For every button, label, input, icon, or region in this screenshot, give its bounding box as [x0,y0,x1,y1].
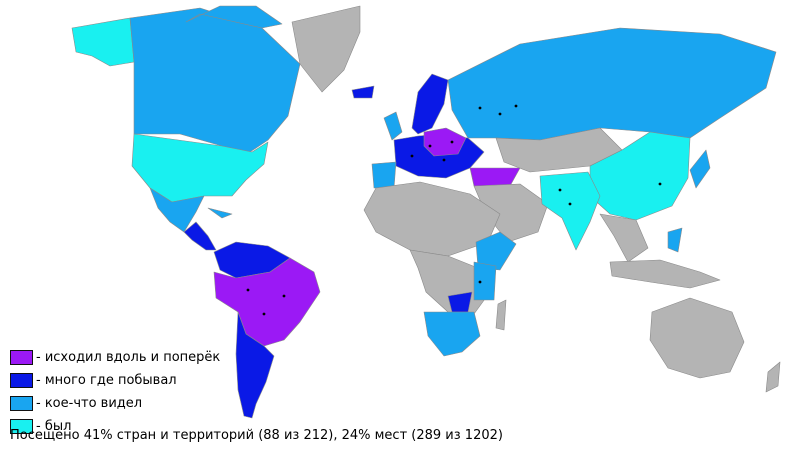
region-iceland [351,85,375,99]
legend-item-walked-across: - исходил вдоль и поперёк [10,346,220,369]
region-arctic-islands [185,5,283,29]
region-japan [689,149,711,189]
region-central-america [183,221,217,251]
map-legend: - исходил вдоль и поперёк - много где по… [10,346,220,438]
region-new-zealand [765,361,781,393]
region-indonesia [609,259,721,289]
region-tanzania-kenya [473,261,497,301]
region-iberia [371,161,397,189]
region-central-europe [423,127,467,157]
legend-label: - много где побывал [36,373,177,388]
region-alaska [71,17,135,67]
region-mexico [149,187,205,233]
region-greenland [291,5,361,93]
region-southeast-asia [599,213,649,263]
visited-places [246,104,662,316]
legend-item-seen-something: - кое-что видел [10,392,220,415]
region-cuba [207,207,233,219]
visit-summary: Посещено 41% стран и территорий (88 из 2… [10,428,503,443]
region-usa [131,133,269,203]
region-scandinavia [411,73,449,135]
region-madagascar [495,299,507,331]
legend-swatch [10,350,33,365]
legend-label: - исходил вдоль и поперёк [36,350,221,365]
legend-item-been-many-places: - много где побывал [10,369,220,392]
region-north-africa [363,181,501,257]
legend-swatch [10,373,33,388]
region-russia [447,27,777,141]
region-australia [649,297,745,379]
region-philippines [667,227,683,253]
legend-swatch [10,396,33,411]
legend-swatch [10,419,33,434]
legend-item-been: - был [10,415,220,438]
region-uk [383,111,403,141]
region-turkey-caucasus [469,167,521,187]
legend-label: - кое-что видел [36,396,143,411]
region-argentina-chile [235,311,275,419]
legend-label: - был [36,419,72,434]
region-southern-africa [423,311,481,357]
region-india [539,171,601,251]
region-canada [129,7,301,153]
region-china [589,131,691,221]
